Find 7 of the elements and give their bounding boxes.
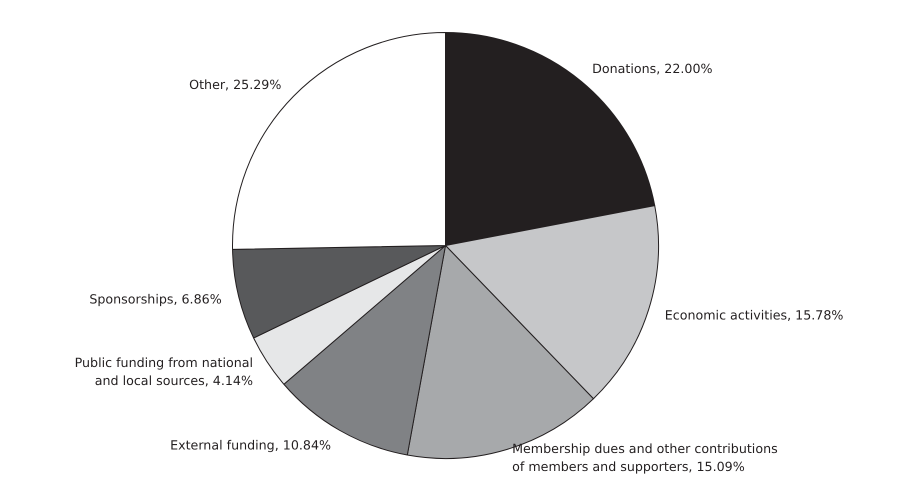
slice-label: External funding, 10.84% [170,438,332,453]
slice-label: Economic activities, 15.78% [664,308,844,323]
slice-label: Public funding from national and local sources, 4.14% [74,354,254,388]
slice-label: Sponsorships, 6.86% [89,291,222,306]
slice-label: Other, 25.29% [189,76,282,92]
slice-label: Membership dues and other contributions of members and supporters, 15.09% [512,441,778,474]
slice-label: Donations, 22.00% [592,60,713,76]
